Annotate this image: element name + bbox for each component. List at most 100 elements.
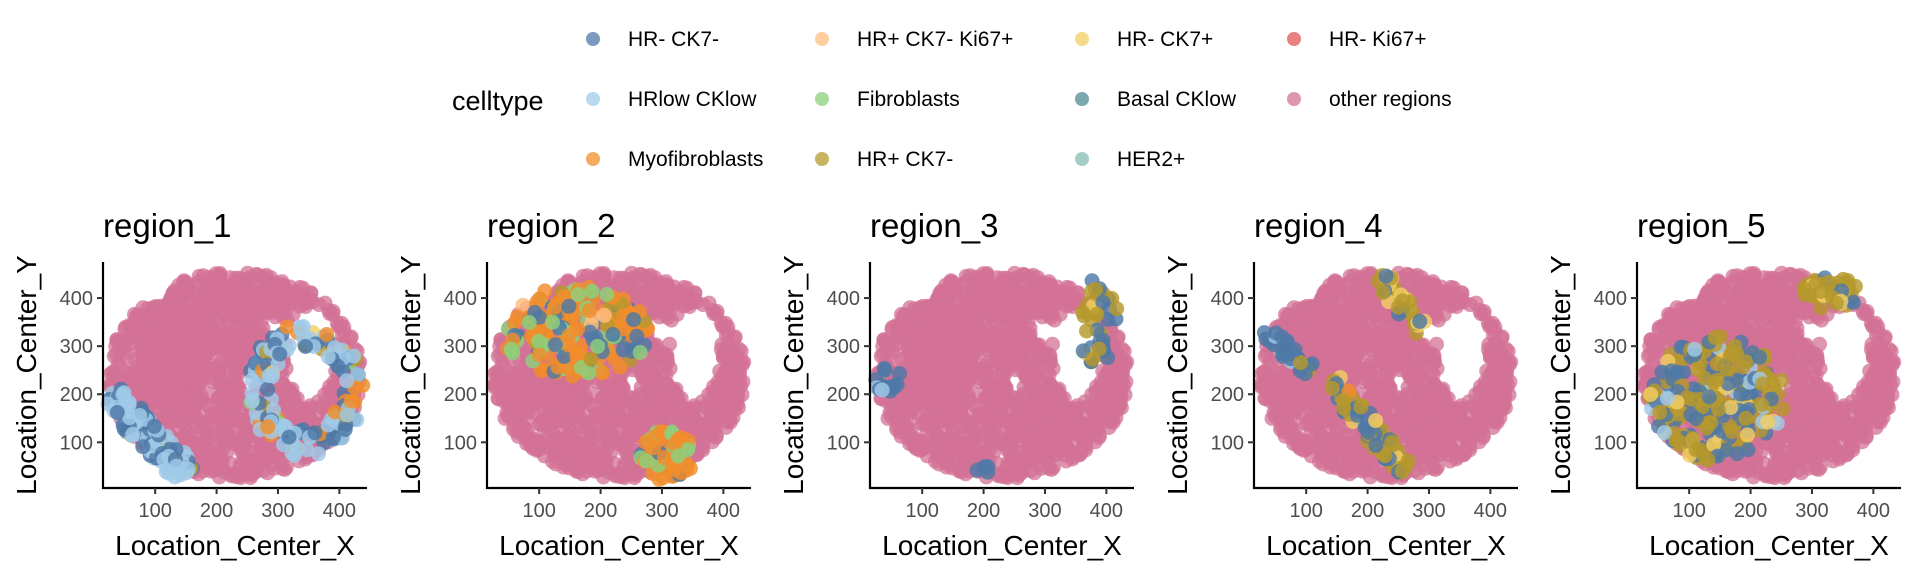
legend-item-hr-ck7-ki67: HR+ CK7- Ki67+ (815, 28, 1013, 51)
point-other-regions (713, 341, 729, 357)
point-other-regions (930, 324, 946, 340)
point-other-regions (212, 450, 228, 466)
point-other-regions (173, 289, 189, 305)
point-other-regions (190, 327, 206, 343)
point-hrlow-cklow (350, 367, 366, 383)
x-tick-label: 400 (707, 500, 740, 522)
x-tick-label: 400 (323, 500, 356, 522)
panel-region_1: region_1100100200200300300400400Location… (11, 207, 371, 561)
point-hrlow-cklow (244, 385, 260, 401)
point-other-regions (650, 401, 666, 417)
point-hrlow-cklow (180, 461, 196, 477)
panel-region_3: region_3100100200200300300400400Location… (778, 207, 1135, 561)
point-other-regions (1062, 280, 1078, 296)
y-axis-title: Location_Center_Y (11, 255, 42, 495)
point-other-regions (255, 454, 271, 470)
point-hr-ck7 (109, 405, 125, 420)
point-hrlow-cklow (346, 348, 362, 364)
legend: celltype HR- CK7- HR+ CK7- Ki67+ HR- CK7+ H… (452, 28, 1452, 171)
point-other-regions (958, 268, 974, 284)
point-other-regions (232, 459, 248, 475)
point-other-regions (938, 277, 954, 293)
panel-region_4: region_4100100200200300300400400Location… (1162, 207, 1519, 561)
point-other-regions (191, 268, 207, 284)
point-other-regions (159, 378, 175, 394)
point-other-regions (929, 363, 945, 379)
point-other-regions (555, 435, 571, 451)
point-other-regions (162, 363, 178, 379)
point-other-regions (1040, 351, 1055, 367)
point-fibroblasts (584, 283, 600, 299)
point-other-regions (206, 345, 222, 361)
point-other-regions (999, 459, 1015, 475)
point-myofibroblasts (595, 365, 610, 381)
panel-title: region_3 (870, 207, 998, 244)
point-other-regions (1076, 416, 1092, 432)
point-other-regions (628, 408, 644, 424)
point-other-regions (1079, 432, 1095, 448)
point-other-regions (929, 346, 945, 361)
point-hr-ck7 (260, 381, 275, 397)
point-hr-ck7-ki67 (596, 307, 612, 323)
point-other-regions (926, 378, 942, 394)
point-other-regions (997, 300, 1013, 316)
point-other-regions (1044, 461, 1060, 477)
point-myofibroblasts (612, 359, 628, 375)
point-myofibroblasts (582, 303, 597, 319)
point-other-regions (561, 453, 577, 468)
point-other-regions (1051, 407, 1067, 423)
point-hrlow-cklow (289, 440, 305, 456)
point-other-regions (1045, 303, 1060, 319)
point-other-regions (173, 415, 188, 430)
legend-label-hr-ck7-ki67: HR+ CK7- Ki67+ (857, 28, 1013, 51)
legend-label-hrlow-cklow: HRlow CKlow (628, 88, 757, 111)
point-other-regions (267, 448, 283, 464)
point-other-regions (264, 303, 280, 318)
legend-item-myofibroblasts: Myofibroblasts (586, 148, 763, 171)
point-other-regions (606, 383, 622, 399)
point-other-regions (136, 383, 152, 399)
point-other-regions (995, 354, 1011, 370)
point-other-regions (654, 276, 670, 292)
point-other-regions (1016, 359, 1032, 375)
point-other-regions (171, 277, 187, 293)
point-other-regions (989, 383, 1005, 399)
legend-label-hr-ck7: HR- CK7+ (1117, 28, 1213, 51)
point-other-regions (132, 371, 148, 387)
point-hr-ck7 (976, 459, 992, 475)
point-other-regions (696, 432, 712, 448)
point-other-regions (221, 343, 237, 359)
point-other-regions (1070, 445, 1086, 461)
legend-item-fibroblasts: Fibroblasts (815, 88, 960, 111)
y-tick-label: 100 (60, 432, 93, 454)
point-other-regions (228, 270, 244, 286)
y-tick-label: 200 (60, 384, 93, 406)
point-other-regions (693, 416, 709, 432)
legend-key-hr-ck7 (815, 152, 829, 166)
point-other-regions (1047, 425, 1063, 441)
panel-region_2: region_2100100200200300300400400Location… (395, 207, 752, 561)
point-other-regions (710, 379, 726, 395)
point-other-regions (668, 407, 684, 423)
x-tick-label: 300 (645, 500, 678, 522)
legend-label-hr-ck7: HR- CK7- (628, 28, 719, 51)
point-other-regions (196, 415, 212, 431)
point-other-regions (540, 415, 556, 431)
legend-key-hr-ck7 (1075, 32, 1089, 46)
point-other-regions (186, 396, 202, 412)
point-fibroblasts (632, 345, 648, 360)
point-hrlow-cklow (320, 417, 336, 433)
point-fibroblasts (670, 448, 686, 464)
point-hr-ck7 (877, 362, 893, 378)
point-other-regions (963, 415, 979, 431)
x-tick-label: 300 (1028, 500, 1061, 522)
point-myofibroblasts (319, 327, 335, 342)
point-hr-ck7 (1085, 351, 1100, 367)
legend-label-hr-ki67: HR- Ki67+ (1329, 28, 1426, 51)
point-other-regions (509, 424, 525, 440)
point-other-regions (1015, 387, 1031, 403)
point-other-regions (964, 283, 980, 299)
point-other-regions (163, 305, 179, 321)
point-other-regions (902, 436, 918, 452)
panel-title: region_1 (103, 207, 231, 244)
